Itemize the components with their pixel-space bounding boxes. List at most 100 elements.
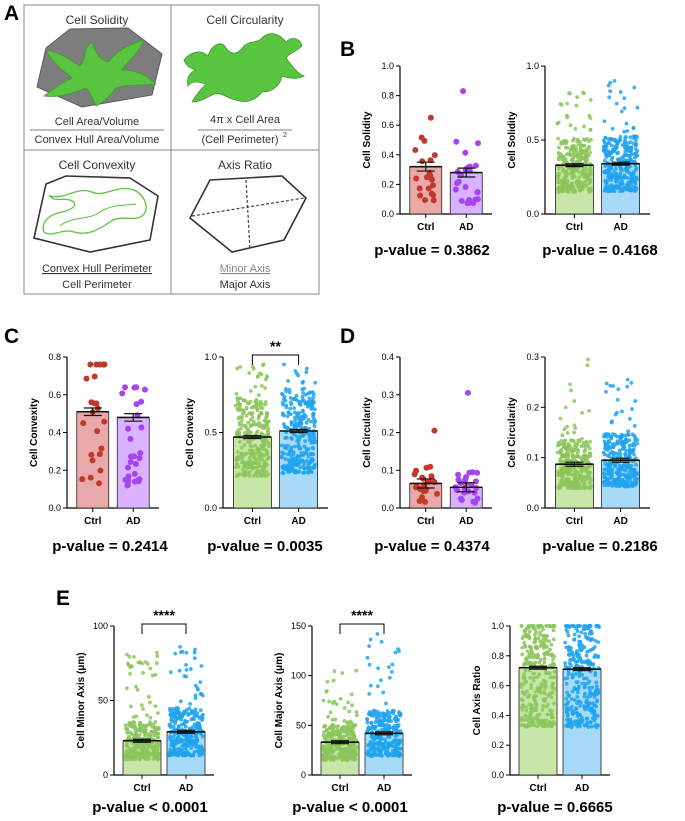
data-point-ad (396, 647, 401, 652)
data-point-ad (308, 399, 312, 404)
data-point-ctrl (155, 654, 160, 659)
data-point-ad (189, 734, 194, 739)
significance-bracket (251, 354, 300, 365)
data-point-ctrl (563, 453, 567, 458)
data-point-ad (578, 724, 582, 729)
data-point-ad (566, 648, 571, 653)
data-point-ctrl (96, 480, 103, 487)
data-point-ad (611, 450, 616, 455)
data-point-ad (580, 681, 585, 686)
data-point-ctrl (533, 627, 538, 632)
data-point-ad (136, 455, 143, 462)
data-point-ad (587, 679, 592, 684)
data-point-ctrl (526, 695, 530, 699)
data-point-ctrl (519, 718, 524, 723)
data-point-ctrl (326, 752, 331, 756)
y-axis-label: Cell Solidity (507, 111, 518, 169)
data-point-ad (635, 441, 640, 446)
data-point-ad (615, 397, 620, 402)
data-point-ctrl (570, 144, 574, 149)
data-point-ctrl (242, 410, 246, 414)
data-point-ctrl (522, 628, 527, 633)
data-point-ctrl (523, 717, 527, 722)
data-point-ad (312, 462, 317, 467)
data-point-ctrl (547, 647, 552, 652)
data-point-ctrl (124, 741, 129, 746)
data-point-ctrl (551, 637, 556, 642)
data-point-ctrl (248, 443, 253, 448)
data-point-ctrl (129, 731, 134, 736)
data-point-ad (564, 710, 569, 715)
data-point-ctrl (126, 661, 130, 666)
data-point-ad (472, 478, 479, 485)
data-point-ctrl (543, 721, 548, 725)
data-point-ad (200, 751, 204, 756)
data-point-ad (380, 727, 384, 732)
y-tick-label: 0.8 (491, 651, 504, 661)
solidity-schematic: Cell Solidity Cell Area/Volume Convex Hu… (30, 13, 164, 146)
data-point-ctrl (246, 401, 250, 406)
data-point-ad (590, 637, 595, 642)
category-label-ctrl: Ctrl (417, 222, 434, 233)
data-point-ad (390, 662, 395, 667)
data-point-ctrl (266, 426, 271, 431)
circularity-denominator: (Cell Perimeter) (201, 134, 278, 146)
data-point-ad (460, 88, 467, 95)
data-point-ctrl (130, 748, 135, 752)
data-point-ad (628, 449, 632, 454)
data-point-ad (585, 701, 589, 705)
data-point-ad (378, 714, 383, 719)
data-point-ctrl (521, 682, 526, 687)
circularity-title: Cell Circularity (206, 13, 283, 27)
data-point-ctrl (520, 645, 525, 650)
data-point-ad (138, 424, 145, 431)
y-tick-label: 1.0 (491, 621, 504, 631)
data-point-ad (187, 739, 192, 744)
data-point-ctrl (248, 389, 253, 393)
data-point-ctrl (88, 399, 95, 406)
data-point-ctrl (350, 723, 355, 728)
data-point-ad (168, 734, 173, 739)
data-point-ctrl (340, 757, 345, 762)
data-point-ctrl (586, 153, 591, 158)
data-point-ad (574, 672, 578, 676)
data-point-ad (625, 384, 630, 389)
data-point-ad (575, 659, 580, 664)
data-point-ctrl (535, 675, 539, 680)
data-point-ctrl (79, 476, 86, 483)
data-point-ad (287, 449, 292, 453)
data-point-ctrl (523, 632, 528, 637)
data-point-ctrl (332, 669, 337, 674)
data-point-ctrl (529, 703, 534, 708)
data-point-ad (581, 626, 586, 631)
data-point-ctrl (236, 397, 241, 401)
data-point-ctrl (140, 729, 145, 734)
data-point-ctrl (582, 449, 587, 454)
data-point-ad (386, 734, 391, 739)
data-point-ad (595, 624, 600, 628)
data-point-ctrl (128, 721, 133, 726)
data-point-ctrl (248, 418, 253, 422)
data-point-ctrl (354, 745, 359, 750)
data-point-ctrl (336, 724, 341, 729)
data-point-ctrl (430, 191, 437, 198)
data-point-ad (630, 184, 635, 189)
data-point-ad (297, 402, 302, 406)
data-point-ctrl (262, 472, 266, 477)
data-point-ad (624, 437, 629, 442)
data-point-ctrl (549, 675, 553, 680)
data-point-ctrl (557, 145, 561, 150)
data-point-ad (635, 438, 640, 442)
y-tick-label: 0.0 (381, 503, 394, 513)
data-point-ad (582, 705, 587, 710)
data-point-ctrl (246, 440, 251, 444)
data-point-ctrl (575, 454, 580, 458)
data-point-ctrl (539, 642, 544, 647)
data-point-ad (582, 691, 587, 696)
data-point-ctrl (519, 723, 524, 727)
data-point-ad (594, 684, 599, 689)
data-point-ctrl (561, 472, 566, 477)
data-point-ad (609, 436, 614, 441)
data-point-ctrl (534, 630, 539, 635)
data-point-ctrl (573, 189, 578, 193)
